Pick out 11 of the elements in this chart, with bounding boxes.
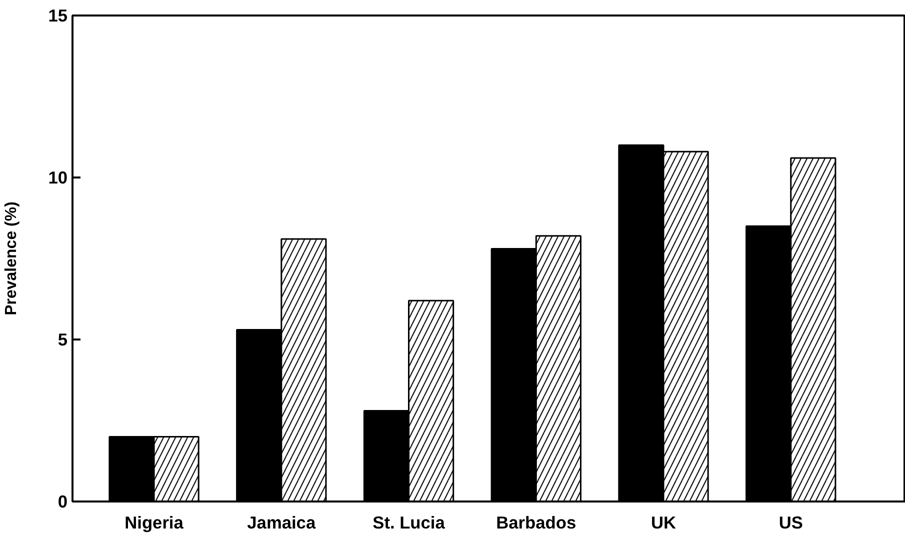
x-tick-label: US — [778, 512, 803, 532]
y-tick-label: 0 — [58, 492, 68, 512]
x-tick-label: St. Lucia — [372, 512, 446, 532]
y-tick-label: 15 — [48, 6, 68, 26]
y-axis-title: Prevalence (%) — [3, 202, 20, 316]
x-tick-label: Jamaica — [247, 512, 316, 532]
x-tick-label: UK — [650, 512, 676, 532]
y-tick-label: 10 — [48, 168, 68, 188]
x-tick-label: Nigeria — [124, 512, 184, 532]
y-tick-label: 5 — [58, 330, 68, 350]
x-tick-label: Barbados — [496, 512, 576, 532]
